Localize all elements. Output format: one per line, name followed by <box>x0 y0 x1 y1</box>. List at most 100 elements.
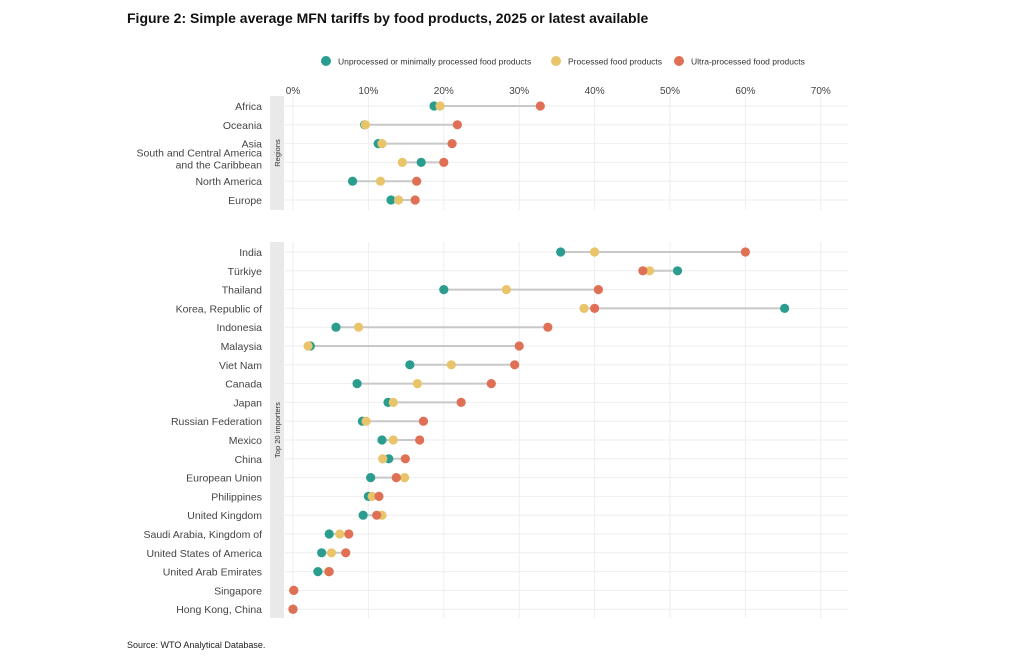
point-ultra <box>341 548 351 558</box>
x-tick-label: 20% <box>434 86 454 97</box>
point-ultra <box>324 567 334 577</box>
legend-label-processed: Processed food products <box>568 57 662 67</box>
point-processed <box>360 120 370 130</box>
point-unprocessed <box>780 303 790 313</box>
point-ultra <box>415 435 425 445</box>
y-tick-label: China <box>235 454 263 466</box>
x-tick-label: 0% <box>286 86 301 97</box>
y-tick-label: European Union <box>186 473 262 485</box>
facet-strips: Regions Top 20 importers <box>270 96 284 618</box>
point-unprocessed <box>331 322 341 332</box>
chart-row: India <box>239 247 848 259</box>
point-ultra <box>447 139 457 149</box>
chart-row: Japan <box>233 397 848 409</box>
point-ultra <box>590 303 600 313</box>
chart-row: Hong Kong, China <box>176 604 848 616</box>
legend-marker-unprocessed <box>321 56 331 66</box>
point-ultra <box>740 247 751 257</box>
x-tick-label: 10% <box>358 86 378 97</box>
chart-row: Philippines <box>211 491 848 503</box>
chart-row: Oceania <box>223 120 848 132</box>
point-ultra <box>456 397 466 407</box>
facet-strip <box>270 242 284 618</box>
y-tick-label: Korea, Republic of <box>176 303 262 315</box>
point-ultra <box>535 101 545 111</box>
facet-label: Top 20 importers <box>273 402 282 458</box>
y-tick-label: Philippines <box>211 491 262 503</box>
legend: Unprocessed or minimally processed food … <box>321 56 805 67</box>
point-ultra <box>374 491 384 501</box>
chart-row: Mexico <box>229 435 848 447</box>
point-ultra <box>410 195 420 205</box>
chart-row: Asia <box>242 139 848 151</box>
chart-row: Thailand <box>222 285 848 297</box>
point-processed <box>590 247 600 257</box>
point-ultra <box>391 473 401 483</box>
point-ultra <box>439 157 449 167</box>
point-processed <box>412 379 423 389</box>
point-unprocessed <box>377 435 387 445</box>
x-tick-label: 70% <box>811 86 831 97</box>
point-unprocessed <box>347 176 358 186</box>
point-unprocessed <box>358 510 368 520</box>
point-ultra <box>344 529 354 539</box>
point-unprocessed <box>556 247 566 257</box>
chart-row: Viet Nam <box>219 360 848 372</box>
point-unprocessed <box>317 548 327 558</box>
point-ultra <box>452 120 462 130</box>
x-tick-label: 60% <box>735 86 755 97</box>
point-processed <box>397 157 407 167</box>
point-ultra <box>412 176 422 186</box>
point-unprocessed <box>439 285 449 295</box>
point-ultra <box>638 266 648 276</box>
y-tick-label: Indonesia <box>216 322 262 334</box>
x-tick-label: 30% <box>509 86 529 97</box>
point-processed <box>388 397 398 407</box>
point-unprocessed <box>416 157 426 167</box>
y-tick-label: Saudi Arabia, Kingdom of <box>144 529 263 541</box>
legend-label-ultra: Ultra-processed food products <box>691 57 805 67</box>
point-unprocessed <box>313 567 323 577</box>
y-tick-label: Türkiye <box>228 266 263 278</box>
chart-row: European Union <box>186 473 848 485</box>
point-unprocessed <box>672 266 683 276</box>
point-processed <box>377 139 387 149</box>
y-tick-label: Oceania <box>223 120 262 132</box>
point-ultra <box>514 341 524 351</box>
point-processed <box>375 176 386 186</box>
point-processed <box>361 416 371 426</box>
y-tick-label: Mexico <box>229 435 262 447</box>
source-note: Source: WTO Analytical Database. <box>127 640 266 650</box>
y-tick-label: Viet Nam <box>219 360 262 372</box>
point-ultra <box>510 360 520 370</box>
facet-strip <box>270 96 284 210</box>
facet-label: Regions <box>273 139 282 167</box>
chart-row: Africa <box>235 101 848 113</box>
x-tick-label: 50% <box>660 86 680 97</box>
point-processed <box>335 529 345 539</box>
point-unprocessed <box>366 473 376 483</box>
y-tick-label: South and Central America and the Caribbe… <box>137 147 263 171</box>
point-processed <box>446 360 456 370</box>
chart-row: Korea, Republic of <box>176 303 848 315</box>
point-ultra <box>400 454 410 464</box>
chart-row: Indonesia <box>216 322 848 334</box>
point-unprocessed <box>352 379 362 389</box>
y-tick-label: Malaysia <box>221 341 263 353</box>
legend-label-unprocessed: Unprocessed or minimally processed food … <box>338 57 531 67</box>
chart-row: Europe <box>228 195 848 207</box>
chart-row: United States of America <box>146 548 848 560</box>
point-processed <box>353 322 364 332</box>
point-processed <box>435 101 445 111</box>
y-tick-label: Hong Kong, China <box>176 604 262 616</box>
point-unprocessed <box>386 195 396 205</box>
chart-row: Malaysia <box>221 341 848 353</box>
y-tick-label: Thailand <box>222 285 262 297</box>
y-tick-label: United Kingdom <box>187 510 262 522</box>
y-tick-label: Singapore <box>214 585 262 597</box>
point-processed <box>501 285 511 295</box>
point-processed <box>579 303 589 313</box>
point-ultra <box>418 416 429 426</box>
point-ultra <box>593 285 603 295</box>
